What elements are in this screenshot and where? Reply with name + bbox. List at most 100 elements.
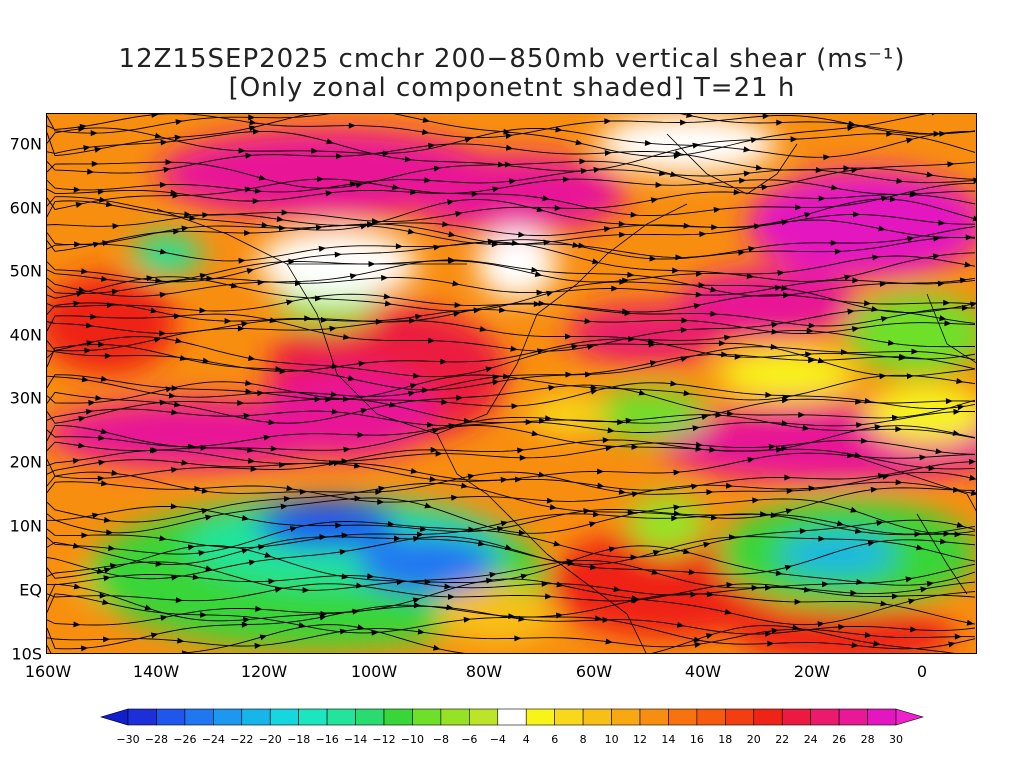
- streamline-arrow: [97, 475, 105, 482]
- streamline-arrow: [514, 635, 522, 642]
- streamline-arrow: [693, 303, 702, 310]
- streamline-arrow: [101, 275, 109, 282]
- streamline-arrow: [587, 344, 595, 350]
- streamline-arrow: [424, 177, 432, 184]
- streamline-arrow: [651, 569, 659, 575]
- streamline-arrow: [241, 321, 249, 328]
- streamline: [47, 114, 976, 135]
- streamline-arrow: [171, 409, 179, 416]
- streamline-arrow: [672, 267, 680, 274]
- streamline-arrow: [536, 348, 545, 355]
- streamline-arrow: [670, 171, 678, 177]
- colorbar-swatch: [213, 708, 243, 726]
- streamline-arrow: [625, 417, 633, 424]
- streamline-arrow: [97, 188, 105, 195]
- streamline: [47, 130, 976, 172]
- colorbar-swatch: [525, 708, 555, 726]
- streamline-arrow: [160, 139, 168, 146]
- streamline-arrow: [175, 597, 183, 604]
- colorbar-label: −18: [287, 733, 311, 746]
- streamline-arrow: [510, 345, 518, 352]
- streamline-arrow: [710, 310, 718, 317]
- streamline-arrow: [174, 134, 182, 141]
- colorbar-label: 28: [860, 733, 875, 746]
- streamline-arrow: [435, 450, 443, 457]
- streamline-arrow: [100, 375, 109, 382]
- streamline-arrow: [73, 300, 81, 307]
- streamline-arrow: [751, 584, 759, 591]
- streamline-arrow: [631, 491, 640, 498]
- streamline-arrow: [648, 341, 656, 348]
- streamline-arrow: [441, 398, 449, 405]
- streamline-arrow: [823, 154, 831, 161]
- colorbar-swatch: [781, 708, 811, 726]
- streamline-arrow: [377, 498, 385, 505]
- streamline-arrow: [331, 408, 339, 415]
- streamline-arrow: [325, 190, 333, 197]
- streamline-arrow: [264, 552, 272, 558]
- streamline-arrow: [92, 512, 100, 519]
- streamline-arrow: [258, 544, 266, 551]
- streamline-arrow: [408, 390, 416, 397]
- streamline-arrow: [358, 360, 366, 367]
- streamline-arrow: [278, 461, 287, 468]
- streamline: [47, 583, 976, 602]
- streamline-arrow: [713, 206, 721, 213]
- streamline-arrow: [699, 231, 707, 238]
- streamline-arrow: [199, 307, 207, 314]
- streamline-arrow: [352, 608, 360, 615]
- shade-region: [132, 234, 202, 274]
- streamline-arrow: [354, 495, 362, 502]
- streamline: [47, 114, 927, 157]
- streamline-arrow: [108, 545, 116, 552]
- streamline-arrow: [690, 591, 698, 598]
- streamline-arrow: [718, 340, 726, 347]
- streamline-arrow: [206, 275, 214, 282]
- streamline-arrow: [549, 504, 558, 510]
- streamline: [47, 482, 976, 523]
- streamline-arrow: [771, 321, 779, 328]
- streamline-arrow: [808, 485, 816, 492]
- streamline-arrow: [876, 519, 884, 526]
- streamline-arrow: [584, 318, 592, 325]
- streamline-arrow: [246, 446, 255, 453]
- streamline-arrow: [334, 251, 342, 258]
- streamline: [47, 374, 976, 401]
- colorbar-swatch: [326, 708, 356, 726]
- streamline-arrow: [150, 307, 158, 314]
- lat-label: 10N: [9, 516, 42, 536]
- streamline-arrow: [339, 549, 347, 556]
- streamline-arrow: [384, 300, 393, 307]
- streamline-arrow: [798, 411, 806, 418]
- streamline-arrow: [102, 599, 110, 606]
- streamline-arrow: [847, 308, 855, 315]
- streamline-arrow: [938, 219, 946, 226]
- streamline-arrow: [410, 189, 418, 196]
- streamline-arrow: [416, 531, 424, 538]
- streamline-arrow: [104, 352, 112, 359]
- streamline-arrow: [607, 427, 615, 434]
- streamline: [47, 198, 976, 231]
- streamline-arrow: [375, 489, 383, 495]
- streamline-arrow: [597, 468, 605, 475]
- streamline-arrow: [608, 546, 617, 553]
- streamline-arrow: [895, 479, 903, 486]
- streamline-arrow: [743, 170, 751, 177]
- streamline-arrow: [103, 575, 111, 582]
- streamline-arrow: [838, 623, 846, 630]
- streamline-arrow: [795, 204, 803, 211]
- streamline-arrow: [91, 160, 99, 167]
- colorbar-swatch: [753, 708, 783, 726]
- streamline-arrow: [159, 330, 167, 337]
- streamline-arrow: [165, 159, 173, 166]
- streamline-arrow: [870, 486, 878, 493]
- streamline-arrow: [175, 119, 183, 125]
- streamline-arrow: [348, 122, 356, 129]
- colorbar-label: 16: [689, 733, 704, 746]
- colorbar-swatch: [497, 708, 527, 726]
- colorbar-swatch: [355, 708, 385, 726]
- streamline-arrow: [571, 343, 579, 350]
- streamline: [47, 354, 976, 398]
- streamline-arrow: [319, 533, 327, 540]
- streamline-arrow: [433, 244, 441, 251]
